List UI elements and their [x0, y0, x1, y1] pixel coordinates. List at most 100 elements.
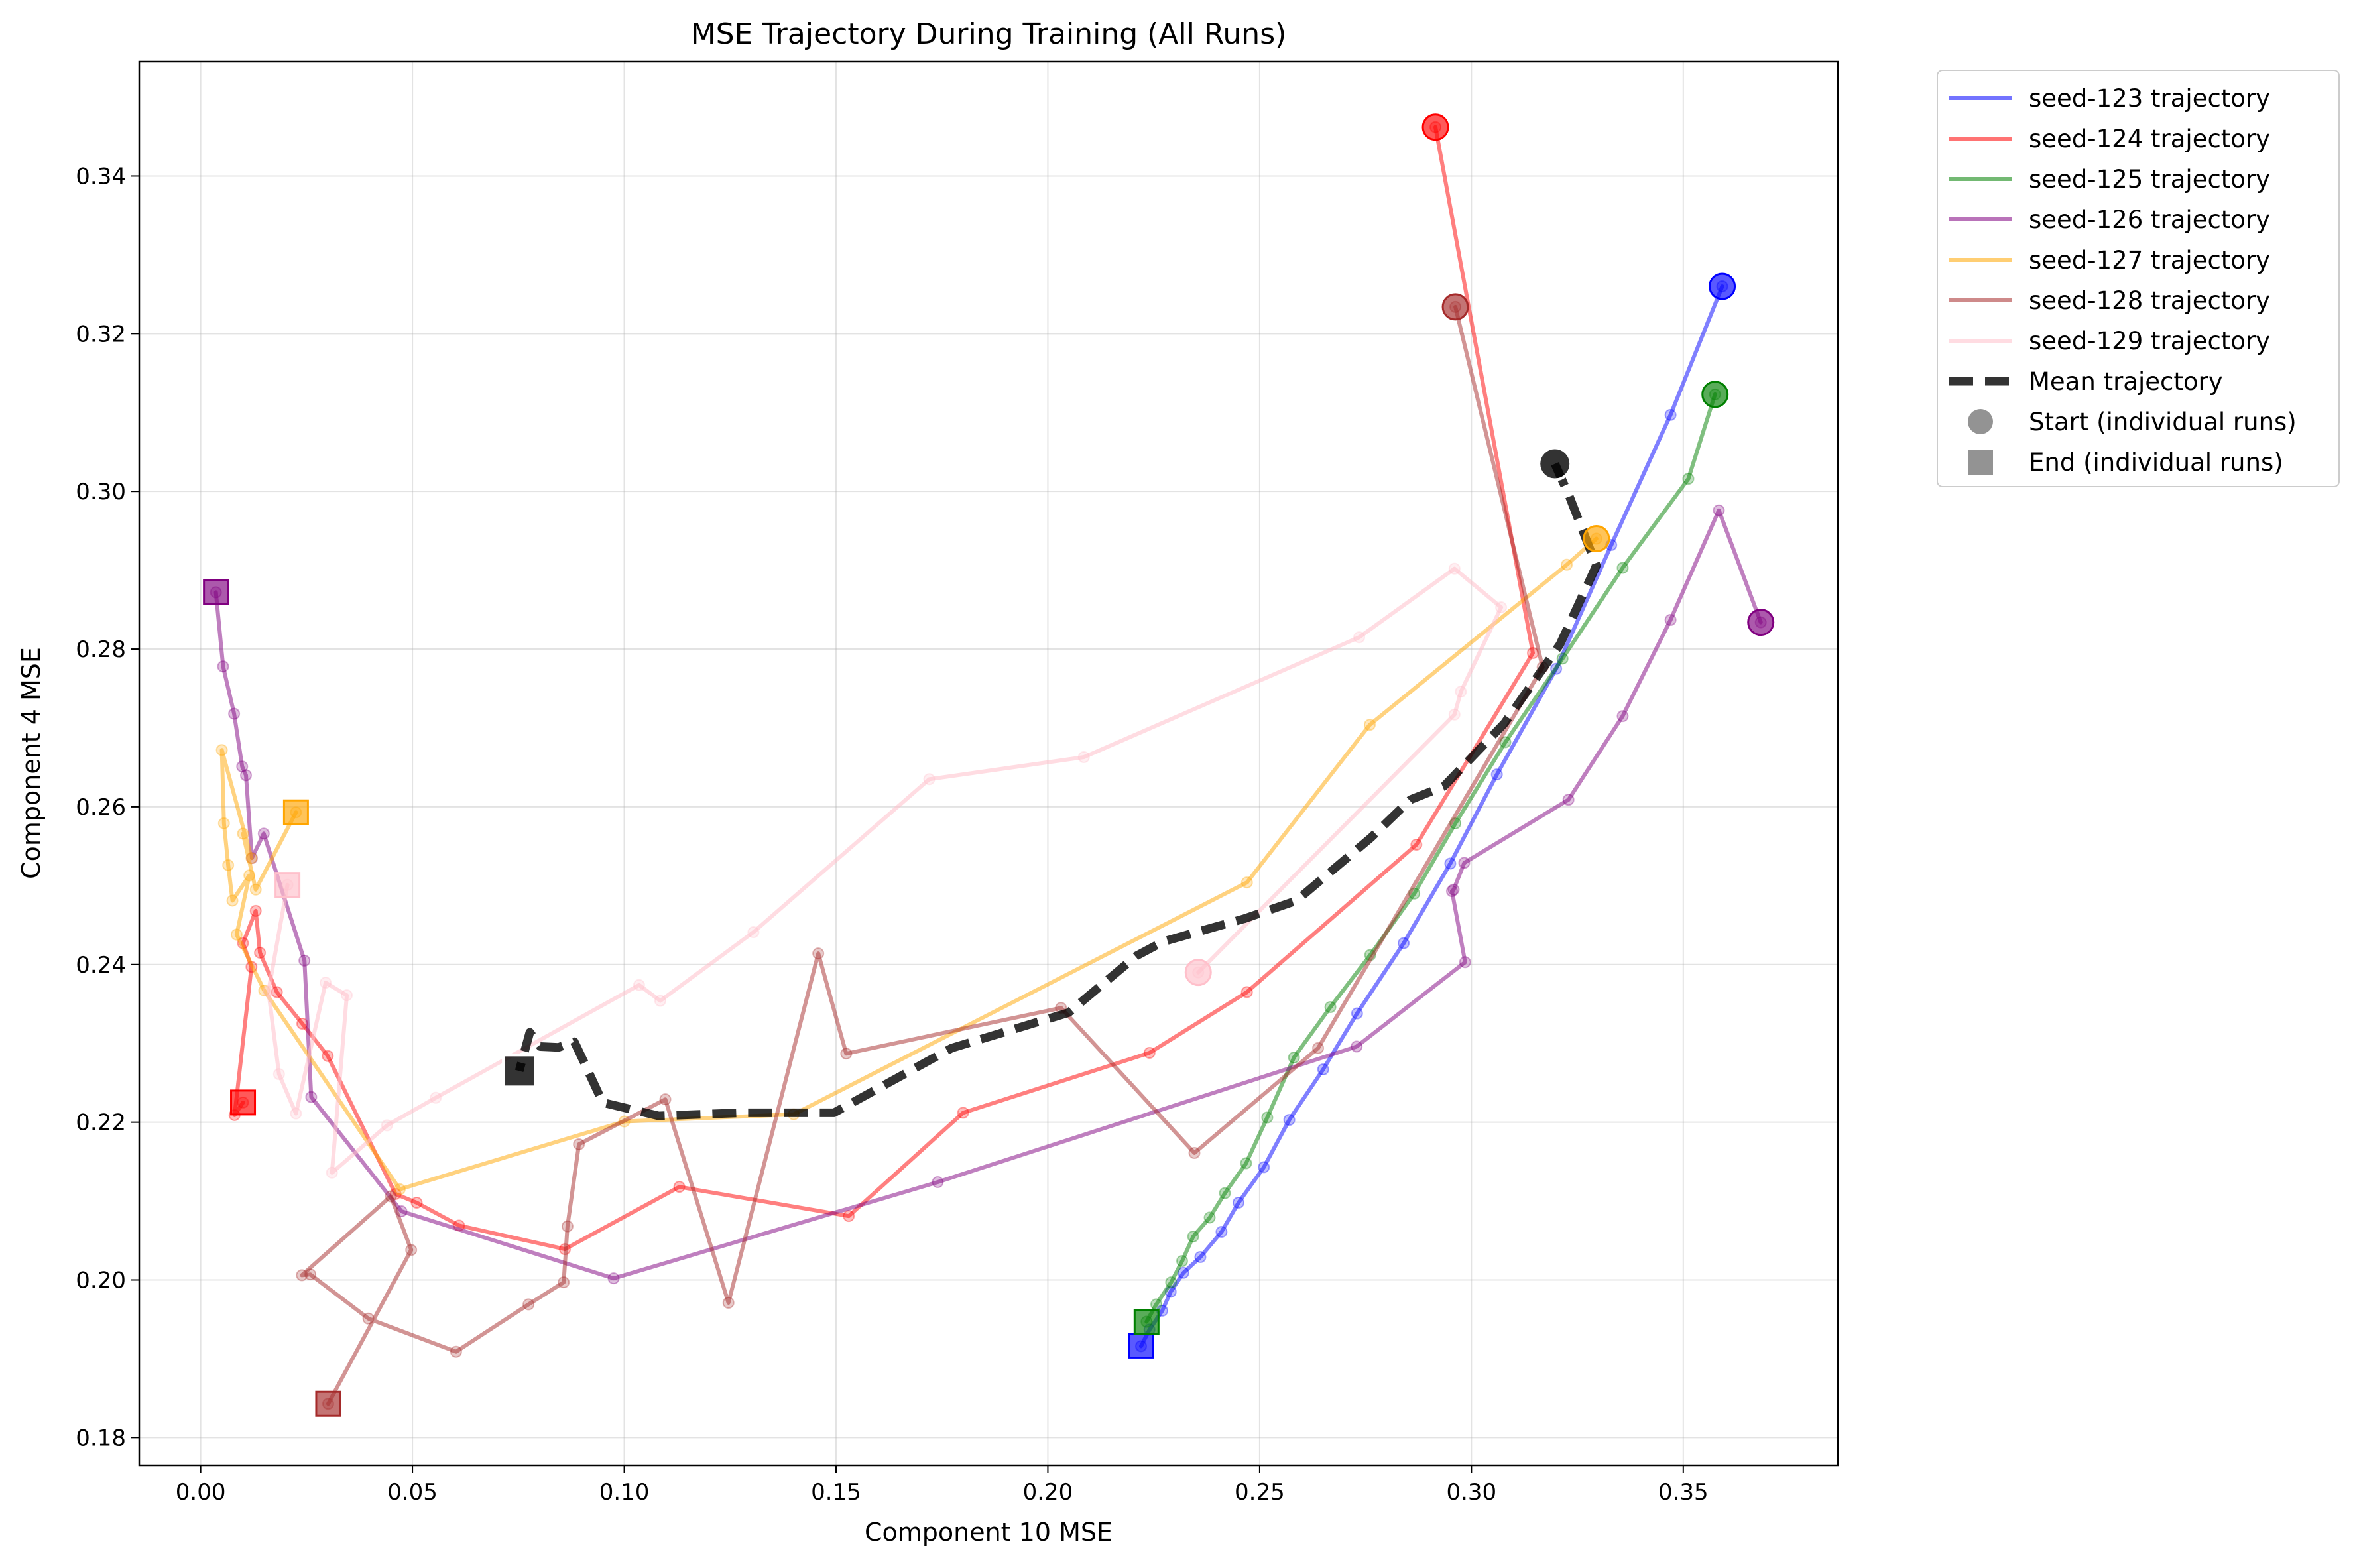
seed-127-trajectory-point — [215, 744, 228, 756]
seed-123-trajectory-point — [1232, 1196, 1244, 1209]
seed-125-trajectory-point — [1240, 1157, 1252, 1170]
seed-126-trajectory-point — [298, 954, 311, 967]
legend-label: seed-127 trajectory — [2029, 246, 2270, 274]
seed-129-trajectory-point — [430, 1091, 442, 1104]
legend-label: seed-126 trajectory — [2029, 206, 2270, 234]
seed-127-trajectory-point — [217, 817, 230, 829]
seed-124-trajectory-point — [1410, 839, 1423, 851]
seed-128-trajectory-point — [304, 1268, 317, 1281]
seed-128-trajectory-line — [300, 304, 1545, 1406]
seed-127-trajectory-point — [245, 852, 258, 865]
seed-126-trajectory-start-marker — [1747, 609, 1775, 636]
seed-125-trajectory-point — [1203, 1211, 1216, 1224]
seed-128-trajectory-point — [405, 1244, 418, 1256]
seed-126-trajectory-point — [1713, 504, 1725, 516]
seed-128-trajectory-end-marker — [315, 1390, 341, 1417]
seed-123-trajectory-point — [1398, 937, 1410, 949]
y-axis-label: Component 4 MSE — [17, 647, 46, 879]
x-tick-label: 0.25 — [1235, 1479, 1285, 1506]
seed-129-trajectory-point — [381, 1119, 393, 1132]
seed-126-trajectory-point — [1445, 885, 1458, 898]
seed-128-trajectory-point — [558, 1276, 570, 1289]
seed-129-trajectory-start-marker — [1184, 959, 1212, 987]
seed-126-trajectory-point — [607, 1272, 620, 1285]
seed-126-trajectory-point — [236, 760, 249, 773]
seed-125-trajectory-point — [1324, 1001, 1337, 1014]
seed-126-trajectory-point — [1459, 956, 1471, 969]
seed-126-trajectory-point — [1664, 614, 1677, 627]
legend-label: Mean trajectory — [2029, 367, 2223, 396]
seed-128-trajectory-point — [522, 1298, 535, 1311]
seed-126-trajectory-point — [257, 827, 270, 840]
x-tick-label: 0.15 — [811, 1479, 861, 1506]
seed-127-trajectory-point — [243, 869, 256, 882]
seed-124-trajectory-point — [249, 904, 262, 917]
seed-124-trajectory-line — [232, 125, 1535, 1252]
x-tick-label: 0.05 — [387, 1479, 438, 1506]
seed-127-trajectory-end-marker — [282, 799, 309, 825]
seed-126-trajectory-point — [1616, 710, 1629, 723]
seed-124-trajectory-point — [1240, 986, 1253, 998]
y-tick-label: 0.28 — [76, 636, 126, 663]
seed-129-trajectory-point — [262, 985, 274, 998]
seed-125-trajectory-line — [1144, 392, 1717, 1324]
mean-trajectory-start-marker — [1538, 446, 1573, 481]
seed-127-trajectory-point — [222, 859, 235, 871]
seed-125-trajectory-point — [1261, 1111, 1274, 1124]
x-tick-label: 0.20 — [1023, 1479, 1073, 1506]
legend: seed-123 trajectory seed-124 trajectory se… — [1937, 70, 2340, 487]
seed-127-trajectory-point — [230, 928, 243, 941]
y-tick-label: 0.32 — [76, 321, 126, 347]
seed-127-trajectory-line — [219, 536, 1599, 1191]
seed-123-trajectory-point — [1194, 1251, 1207, 1264]
legend-label: seed-129 trajectory — [2029, 327, 2270, 355]
seed-126-trajectory-point — [1458, 857, 1471, 869]
chart-title: MSE Trajectory During Training (All Runs… — [691, 17, 1287, 51]
seed-125-trajectory-point — [1288, 1052, 1300, 1064]
seed-128-trajectory-point — [1312, 1042, 1325, 1054]
y-tick-label: 0.20 — [76, 1268, 126, 1294]
legend-label: seed-125 trajectory — [2029, 165, 2270, 194]
seed-127-trajectory-point — [1240, 876, 1253, 889]
seed-128-trajectory-point — [722, 1296, 735, 1309]
seed-126-trajectory-point — [932, 1176, 944, 1189]
seed-124-trajectory-point — [322, 1050, 334, 1062]
seed-124-trajectory-point — [410, 1196, 423, 1209]
seed-129-trajectory-end-marker — [274, 872, 301, 898]
legend-start-marker — [1968, 409, 1993, 434]
seed-129-trajectory-point — [1077, 751, 1090, 763]
seed-127-trajectory-point — [249, 883, 262, 896]
seed-128-trajectory-point — [296, 1269, 308, 1282]
seed-123-trajectory-point — [1351, 1007, 1363, 1020]
seed-123-trajectory-point — [1444, 857, 1457, 870]
start-end-markers — [203, 113, 1775, 1417]
seed-129-trajectory-point — [654, 995, 666, 1007]
seed-123-trajectory-point — [1490, 768, 1503, 781]
seed-124-trajectory-point — [843, 1210, 855, 1223]
y-tick-label: 0.24 — [76, 952, 126, 979]
seed-123-trajectory-point — [1258, 1161, 1270, 1174]
seed-123-trajectory-start-marker — [1709, 272, 1736, 300]
seed-125-trajectory-point — [1219, 1187, 1231, 1199]
y-tick-label: 0.22 — [76, 1110, 126, 1136]
seed-129-trajectory-point — [341, 989, 353, 1002]
seed-124-trajectory-point — [957, 1107, 969, 1119]
seed-129-trajectory-point — [272, 1068, 285, 1081]
x-tick-label: 0.35 — [1658, 1479, 1709, 1506]
seed-124-trajectory-end-marker — [230, 1089, 257, 1116]
legend-label: seed-123 trajectory — [2029, 84, 2270, 113]
seed-129-trajectory-point — [1455, 686, 1467, 698]
seed-123-trajectory-end-marker — [1128, 1333, 1154, 1359]
seed-125-trajectory-point — [1165, 1276, 1178, 1289]
seed-128-trajectory-point — [450, 1345, 462, 1358]
seed-128-trajectory-point — [1188, 1147, 1201, 1160]
seed-125-trajectory-point — [1187, 1231, 1199, 1243]
seed-129-trajectory-point — [320, 977, 332, 989]
legend-label: seed-124 trajectory — [2029, 125, 2270, 153]
seed-128-trajectory-point — [812, 947, 825, 960]
seed-126-trajectory-point — [1447, 883, 1460, 896]
legend-label: End (individual runs) — [2029, 448, 2283, 477]
seed-126-trajectory-point — [228, 707, 241, 720]
seed-125-trajectory-start-marker — [1701, 381, 1729, 408]
